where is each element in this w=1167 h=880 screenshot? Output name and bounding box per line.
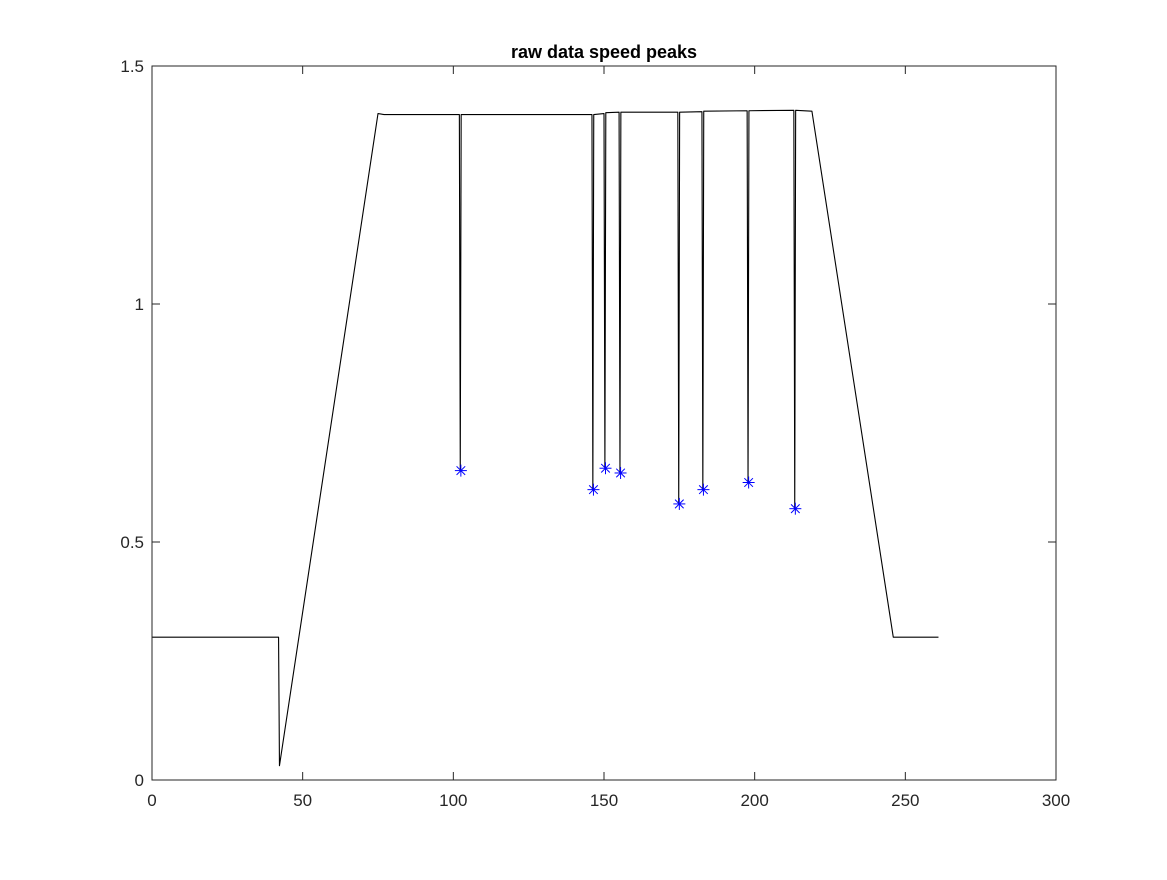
peak-marker xyxy=(454,464,467,477)
peak-marker xyxy=(673,497,686,510)
peak-marker xyxy=(587,483,600,496)
x-tick-label: 250 xyxy=(891,791,919,810)
x-tick-label: 0 xyxy=(147,791,156,810)
peak-marker xyxy=(614,466,627,479)
y-tick-label: 1.5 xyxy=(120,57,144,76)
x-tick-label: 200 xyxy=(740,791,768,810)
series-line xyxy=(152,109,939,767)
x-tick-label: 300 xyxy=(1042,791,1070,810)
peak-marker xyxy=(599,462,612,475)
y-tick-label: 0.5 xyxy=(120,533,144,552)
peak-marker xyxy=(697,483,710,496)
chart-title: raw data speed peaks xyxy=(511,42,697,62)
data-layer xyxy=(152,109,939,767)
y-tick-label: 0 xyxy=(135,771,144,790)
peak-marker xyxy=(742,476,755,489)
y-tick-label: 1 xyxy=(135,295,144,314)
peak-marker xyxy=(789,502,802,515)
x-tick-label: 100 xyxy=(439,791,467,810)
x-tick-label: 150 xyxy=(590,791,618,810)
tick-layer: 0 50 100 150 200 250 300 0 0.5 1 1.5 xyxy=(120,57,1070,810)
x-tick-label: 50 xyxy=(293,791,312,810)
